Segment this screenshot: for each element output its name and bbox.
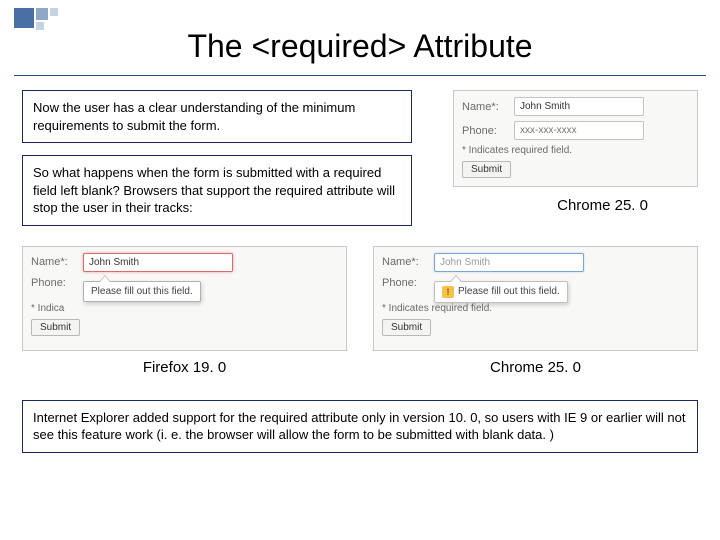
caption-chrome: Chrome 25. 0 — [373, 359, 698, 376]
required-note: * Indicates required field. — [462, 145, 689, 156]
caption-firefox: Firefox 19. 0 — [22, 359, 347, 376]
submit-button[interactable]: Submit — [382, 319, 431, 336]
intro-text-box: Now the user has a clear understanding o… — [22, 90, 412, 143]
warning-icon: ! — [442, 286, 454, 298]
submit-button[interactable]: Submit — [31, 319, 80, 336]
name-input[interactable] — [83, 253, 233, 272]
tooltip-text: Please fill out this field. — [458, 286, 560, 297]
explanation-text-box: So what happens when the form is submitt… — [22, 155, 412, 226]
required-note: * Indica — [31, 303, 338, 314]
form-mock-chrome: Name*: Phone: ! Please fill out this fie… — [373, 246, 698, 351]
title-underline — [14, 75, 706, 76]
name-input[interactable] — [434, 253, 584, 272]
phone-label: Phone: — [382, 277, 434, 289]
required-note: * Indicates required field. — [382, 303, 689, 314]
firefox-tooltip: Please fill out this field. — [83, 281, 201, 302]
submit-button[interactable]: Submit — [462, 161, 511, 178]
tooltip-text: Please fill out this field. — [91, 286, 193, 297]
phone-input[interactable] — [514, 121, 644, 140]
name-label: Name*: — [31, 256, 83, 268]
phone-label: Phone: — [462, 125, 514, 137]
name-input[interactable] — [514, 97, 644, 116]
name-label: Name*: — [462, 101, 514, 113]
form-mock-chrome-top: Name*: Phone: * Indicates required field… — [453, 90, 698, 187]
name-label: Name*: — [382, 256, 434, 268]
ie-note-box: Internet Explorer added support for the … — [22, 400, 698, 453]
phone-label: Phone: — [31, 277, 83, 289]
header-decoration — [14, 8, 58, 30]
page-title: The <required> Attribute — [0, 0, 720, 75]
chrome-tooltip: ! Please fill out this field. — [434, 281, 568, 303]
caption-chrome-top: Chrome 25. 0 — [430, 197, 698, 214]
form-mock-firefox: Name*: Phone: Please fill out this field… — [22, 246, 347, 351]
